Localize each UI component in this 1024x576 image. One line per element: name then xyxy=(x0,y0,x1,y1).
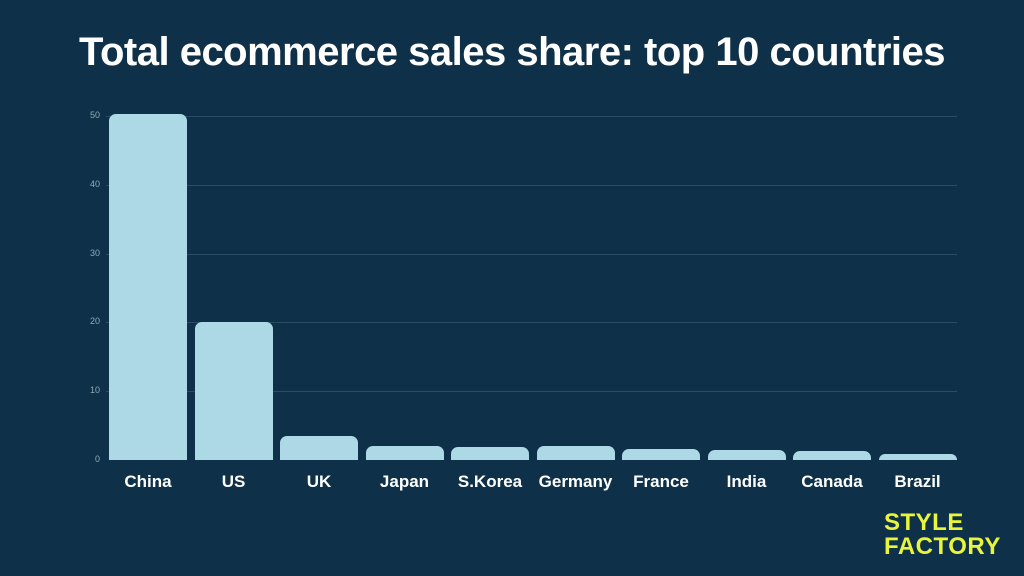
x-tick-label: Canada xyxy=(801,472,863,491)
brand-line-2: FACTORY xyxy=(884,533,1001,560)
chart-title: Total ecommerce sales share: top 10 coun… xyxy=(79,30,946,74)
y-tick-label: 10 xyxy=(89,385,100,396)
bar-skorea xyxy=(451,446,529,460)
x-tick-label: Brazil xyxy=(894,472,941,491)
bar-brazil xyxy=(878,453,957,460)
plot-area xyxy=(106,113,957,460)
brand-line-1: STYLE xyxy=(884,509,964,536)
gridline xyxy=(106,253,957,255)
y-tick-label: 30 xyxy=(89,247,100,258)
x-tick-label: China xyxy=(124,472,172,491)
bar-france xyxy=(622,449,700,460)
x-tick-label: Japan xyxy=(379,472,430,491)
brand-logo: STYLE FACTORY xyxy=(884,511,1001,559)
x-tick-label: UK xyxy=(306,472,332,491)
x-tick-label: France xyxy=(633,472,689,491)
gridline xyxy=(106,391,957,393)
x-tick-label: US xyxy=(221,472,246,491)
x-tick-label: S.Korea xyxy=(457,472,523,491)
bar-uk xyxy=(280,435,358,460)
y-tick-label: 50 xyxy=(89,110,100,120)
x-tick-label: India xyxy=(726,472,767,491)
y-tick-label: 20 xyxy=(89,316,100,327)
gridline xyxy=(106,184,957,186)
y-tick-label: 0 xyxy=(94,454,100,464)
bar-china xyxy=(109,113,187,460)
gridline xyxy=(106,322,957,324)
bar-japan xyxy=(365,446,444,460)
bar-us xyxy=(194,322,273,460)
gridline xyxy=(106,116,957,117)
bar-canada xyxy=(793,451,871,460)
x-tick-label: Germany xyxy=(538,472,613,491)
y-tick-label: 40 xyxy=(89,178,100,189)
bar-india xyxy=(707,449,786,460)
bar-germany xyxy=(536,445,615,460)
